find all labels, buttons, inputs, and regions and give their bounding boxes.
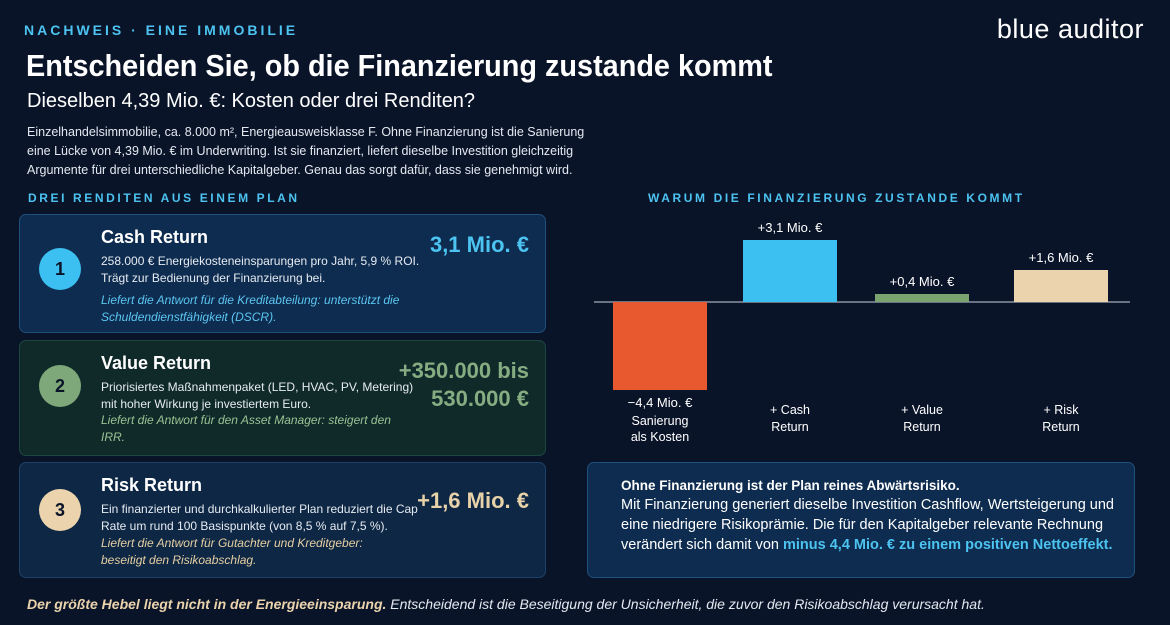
card-description: Priorisiertes Maßnahmenpaket (LED, HVAC,… [101,380,414,411]
chart-category-label: Return [903,420,941,434]
intro-text: Einzelhandelsimmobilie, ca. 8.000 m², En… [27,125,585,177]
card-value: 3,1 Mio. € [429,232,529,257]
card-note: Liefert die Antwort für die Kreditabteil… [101,293,400,324]
chart-value-label: +0,4 Mio. € [890,274,955,289]
card-value-line-2: 530.000 € [431,386,529,411]
chart-value-label: −4,4 Mio. € [628,395,693,410]
footer-text: Entscheidend ist die Beseitigung der Uns… [386,596,985,612]
callout-heading: Ohne Finanzierung ist der Plan reines Ab… [621,478,960,493]
chart-category-label: als Kosten [631,430,689,444]
card-value: +1,6 Mio. € [417,488,529,513]
chart-category-label: + Value [901,403,943,417]
card-note: Liefert die Antwort für den Asset Manage… [101,413,391,444]
eyebrow: NACHWEIS · EINE IMMOBILIE [24,22,299,38]
chart-value-label: +1,6 Mio. € [1029,250,1094,265]
callout-highlight: minus 4,4 Mio. € zu einem positiven Nett… [783,537,1113,553]
card-description: Ein finanzierter und durchkalkulierter P… [101,502,418,533]
card-value-return: 2 Value Return Priorisiertes Maßnahmenpa… [19,340,546,456]
card-number-badge: 1 [39,248,81,290]
chart-bar [743,240,837,302]
section-label-right: WARUM DIE FINANZIERUNG ZUSTANDE KOMMT [648,191,1025,205]
waterfall-chart: −4,4 Mio. € Sanierung als Kosten +3,1 Mio. … [594,220,1130,444]
chart-category-label: Return [771,420,809,434]
card-title: Value Return [101,353,212,373]
chart-bar [1014,270,1108,302]
section-label-left: DREI RENDITEN AUS EINEM PLAN [28,191,300,205]
card-risk-return: 3 Risk Return Ein finanzierter und durch… [19,462,546,578]
chart-bar [613,302,707,390]
chart-category-label: Sanierung [632,414,689,428]
callout-body: Mit Finanzierung generiert dieselbe Inve… [621,495,1116,555]
card-description: 258.000 € Energiekosteneinsparungen pro … [101,254,420,285]
chart-category-label: Return [1042,420,1080,434]
brand-logo: blue auditor [996,14,1144,44]
footer-highlight: Der größte Hebel liegt nicht in der Ener… [27,596,387,612]
card-number-badge: 3 [39,489,81,531]
card-title: Risk Return [101,475,203,495]
callout-body-text: Mit Finanzierung generiert dieselbe Inve… [621,497,1114,553]
card-title: Cash Return [101,227,209,247]
page-title: Entscheiden Sie, ob die Finanzierung zus… [26,48,773,83]
card-number-badge: 2 [39,365,81,407]
card-value-line-1: +350.000 bis [398,358,529,383]
card-value: +350.000 bis 530.000 € [399,357,529,413]
page-subtitle: Dieselben 4,39 Mio. €: Kosten oder drei … [27,90,476,112]
chart-bar [875,294,969,302]
card-note: Liefert die Antwort für Gutachter und Kr… [101,536,363,567]
chart-category-label: + Risk [1043,403,1079,417]
callout-box: Ohne Finanzierung ist der Plan reines Ab… [587,462,1135,578]
chart-category-label: + Cash [770,403,810,417]
card-cash-return: 1 Cash Return 258.000 € Energiekostenein… [19,214,546,333]
footer-note: Der größte Hebel liegt nicht in der Ener… [27,596,985,612]
chart-value-label: +3,1 Mio. € [758,220,823,235]
